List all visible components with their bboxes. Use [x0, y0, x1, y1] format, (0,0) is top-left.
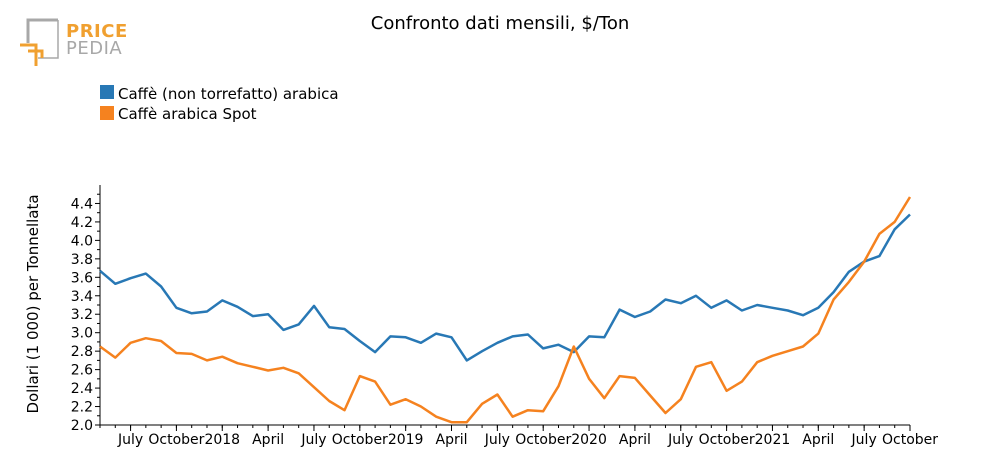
x-tick-label: July: [117, 432, 143, 448]
logo-bracket-gray: [26, 18, 58, 43]
y-ticks: 2.0 2.2 2.4 2.6 2.8 3.0 3.2 3.4 3.6 3.8 4.0 4.2 4.4: [71, 193, 100, 434]
x-tick-label: 2018: [204, 432, 240, 448]
logo-text-pedia: PEDIA: [66, 38, 122, 59]
legend-swatch-spot: [100, 106, 114, 120]
x-tick-label: October: [332, 432, 388, 448]
x-tick-label: October: [699, 432, 755, 448]
x-tick-label: April: [802, 432, 834, 448]
legend: Caffè (non torrefatto) arabica Caffè ara…: [100, 85, 339, 123]
y-tick-label: 2.0: [71, 418, 93, 434]
y-tick-label: 2.6: [71, 363, 93, 379]
x-tick-label: July: [484, 432, 510, 448]
x-tick-label: July: [667, 432, 693, 448]
y-tick-label: 2.4: [71, 381, 93, 397]
y-tick-label: 4.0: [71, 233, 93, 249]
logo-text-price: PRICE: [66, 21, 128, 42]
y-axis-label: Dollari (1 000) per Tonnellata: [24, 194, 42, 413]
y-tick-label: 3.6: [71, 270, 93, 286]
x-tick-label: July: [300, 432, 326, 448]
x-tick-label: April: [252, 432, 284, 448]
x-tick-label: 2021: [755, 432, 791, 448]
x-ticks: July October 2018 April July October 2019 April…: [99, 425, 938, 448]
y-tick-label: 3.8: [71, 252, 93, 268]
y-tick-label: 2.8: [71, 344, 93, 360]
x-tick-label: April: [619, 432, 651, 448]
series-line-spot: [99, 196, 912, 424]
logo-bracket-gray-inner: [38, 20, 59, 59]
x-tick-label: 2020: [571, 432, 607, 448]
x-tick-label: October: [148, 432, 204, 448]
x-tick-label: October: [515, 432, 571, 448]
y-tick-label: 4.4: [71, 196, 93, 212]
legend-label-arabica: Caffè (non torrefatto) arabica: [118, 85, 339, 103]
y-tick-label: 3.0: [71, 326, 93, 342]
y-tick-label: 3.4: [71, 289, 93, 305]
x-tick-label: July: [851, 432, 877, 448]
logo-bracket-orange-inner: [28, 49, 44, 58]
y-tick-label: 4.2: [71, 215, 93, 231]
chart-title: Confronto dati mensili, $/Ton: [371, 13, 630, 34]
y-tick-label: 3.2: [71, 307, 93, 323]
legend-swatch-arabica: [100, 85, 114, 99]
x-tick-label: 2019: [388, 432, 424, 448]
series-line-arabica: [99, 213, 911, 362]
legend-label-spot: Caffè arabica Spot: [118, 105, 257, 123]
x-tick-label: October: [882, 432, 938, 448]
x-tick-label: April: [436, 432, 468, 448]
series-lines: [99, 196, 912, 424]
pricepedia-logo: PRICE PEDIA: [20, 18, 128, 66]
y-tick-label: 2.2: [71, 400, 93, 416]
logo-bracket-orange: [20, 43, 38, 66]
